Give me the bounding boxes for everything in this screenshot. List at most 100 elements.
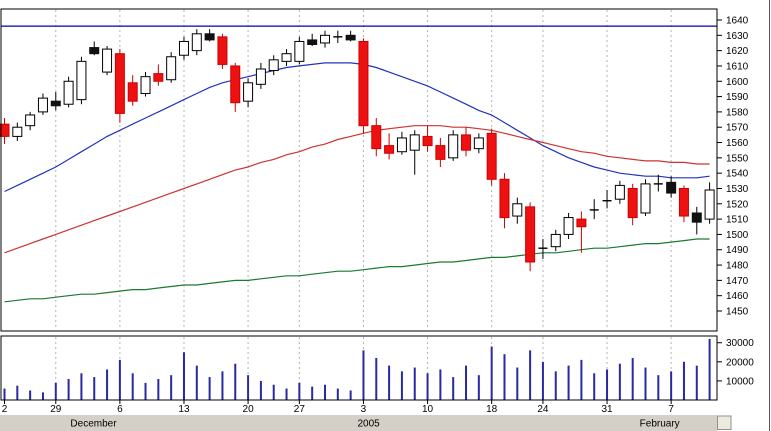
x-axis-label: 7 <box>668 404 674 415</box>
x-axis-label: 6 <box>117 404 123 415</box>
volume-bar <box>259 380 262 400</box>
ma-long-line <box>4 238 710 303</box>
price-axis-label: 1560 <box>726 138 749 149</box>
volume-bar <box>503 354 506 400</box>
volume-bar <box>682 361 685 400</box>
x-axis-label: 24 <box>537 404 549 415</box>
price-axis-label: 1570 <box>726 123 749 134</box>
volume-bar <box>29 390 32 400</box>
volume-bar <box>247 375 250 400</box>
candle <box>127 75 138 106</box>
candle <box>268 55 279 76</box>
volume-bar <box>580 359 583 400</box>
volume-bar <box>234 363 237 400</box>
price-axis-label: 1540 <box>726 169 749 180</box>
price-axis-label: 1510 <box>726 215 749 226</box>
volume-bar <box>336 388 339 400</box>
candle <box>217 33 228 70</box>
volume-bar <box>157 379 160 400</box>
volume-bar <box>272 384 275 400</box>
candle <box>178 36 189 60</box>
candle <box>538 239 548 259</box>
candle <box>563 212 574 240</box>
candle <box>140 72 151 97</box>
price-axis-label: 1490 <box>726 245 749 256</box>
volume-bar <box>106 369 109 400</box>
price-axis-label: 1590 <box>726 92 749 103</box>
candle <box>294 36 305 65</box>
volume-bar <box>554 371 557 400</box>
candle <box>333 30 343 43</box>
candle <box>25 111 36 131</box>
candle <box>576 211 587 253</box>
candle <box>191 29 202 56</box>
volume-bar <box>16 385 19 400</box>
candle <box>63 76 74 108</box>
scrollbar-thumb[interactable] <box>717 415 732 430</box>
candle <box>422 125 433 152</box>
price-axis-label: 1610 <box>726 61 749 72</box>
month-label: 2005 <box>357 419 380 430</box>
price-axis-label: 1530 <box>726 184 749 195</box>
volume-bar <box>54 382 57 400</box>
candle <box>153 64 164 86</box>
x-axis-label: 27 <box>294 404 306 415</box>
volume-bar <box>362 350 365 400</box>
volume-bar <box>93 377 96 400</box>
x-axis-label: 10 <box>422 404 434 415</box>
candle <box>384 133 395 160</box>
price-axis-label: 1620 <box>726 46 749 57</box>
ma-short-line <box>4 62 710 193</box>
volume-axis-label: 20000 <box>726 357 754 368</box>
volume-bar <box>400 371 403 400</box>
volume-axis-label: 10000 <box>726 376 754 387</box>
price-pane-border <box>0 8 718 332</box>
candle <box>243 78 254 108</box>
volume-bar <box>567 365 570 400</box>
candle <box>307 33 318 47</box>
x-axis-label: 29 <box>50 404 62 415</box>
volume-bar <box>477 375 480 400</box>
x-axis-label: 31 <box>601 404 613 415</box>
candle <box>486 128 497 186</box>
volume-bar <box>606 369 609 400</box>
price-axis-label: 1520 <box>726 199 749 210</box>
volume-bar <box>80 373 83 400</box>
volume-bar <box>695 365 698 400</box>
volume-bar <box>452 377 455 400</box>
volume-bar <box>67 379 70 400</box>
volume-series <box>3 338 711 400</box>
candle <box>371 118 382 157</box>
volume-axis-labels: 30000 20000 10000 <box>717 338 754 387</box>
volume-bar <box>439 369 442 400</box>
volume-bar <box>618 363 621 400</box>
price-axis-label: 1500 <box>726 230 749 241</box>
volume-bar <box>311 386 314 400</box>
candle <box>704 182 715 224</box>
candle <box>37 93 48 115</box>
volume-bar <box>388 365 391 400</box>
candle <box>666 176 677 198</box>
price-axis-label: 1460 <box>726 291 749 302</box>
candle <box>640 179 651 217</box>
volume-bar <box>324 384 326 400</box>
volume-bar <box>426 373 429 400</box>
candle <box>473 133 484 154</box>
volume-bar <box>349 390 352 400</box>
candle <box>320 30 330 48</box>
price-axis-label: 1640 <box>726 16 749 27</box>
volume-bar <box>670 371 673 400</box>
price-axis-label: 1450 <box>726 307 749 318</box>
price-axis-label: 1630 <box>726 31 749 42</box>
volume-bar <box>170 375 173 400</box>
candle <box>358 38 369 134</box>
candle <box>396 131 407 155</box>
volume-bar <box>182 352 185 400</box>
volume-bar <box>657 375 660 400</box>
candle <box>114 49 125 123</box>
candle <box>678 185 689 223</box>
volume-bar <box>375 358 378 400</box>
price-axis-label: 1580 <box>726 107 749 118</box>
candle <box>448 130 459 161</box>
price-axis-label: 1470 <box>726 276 749 287</box>
